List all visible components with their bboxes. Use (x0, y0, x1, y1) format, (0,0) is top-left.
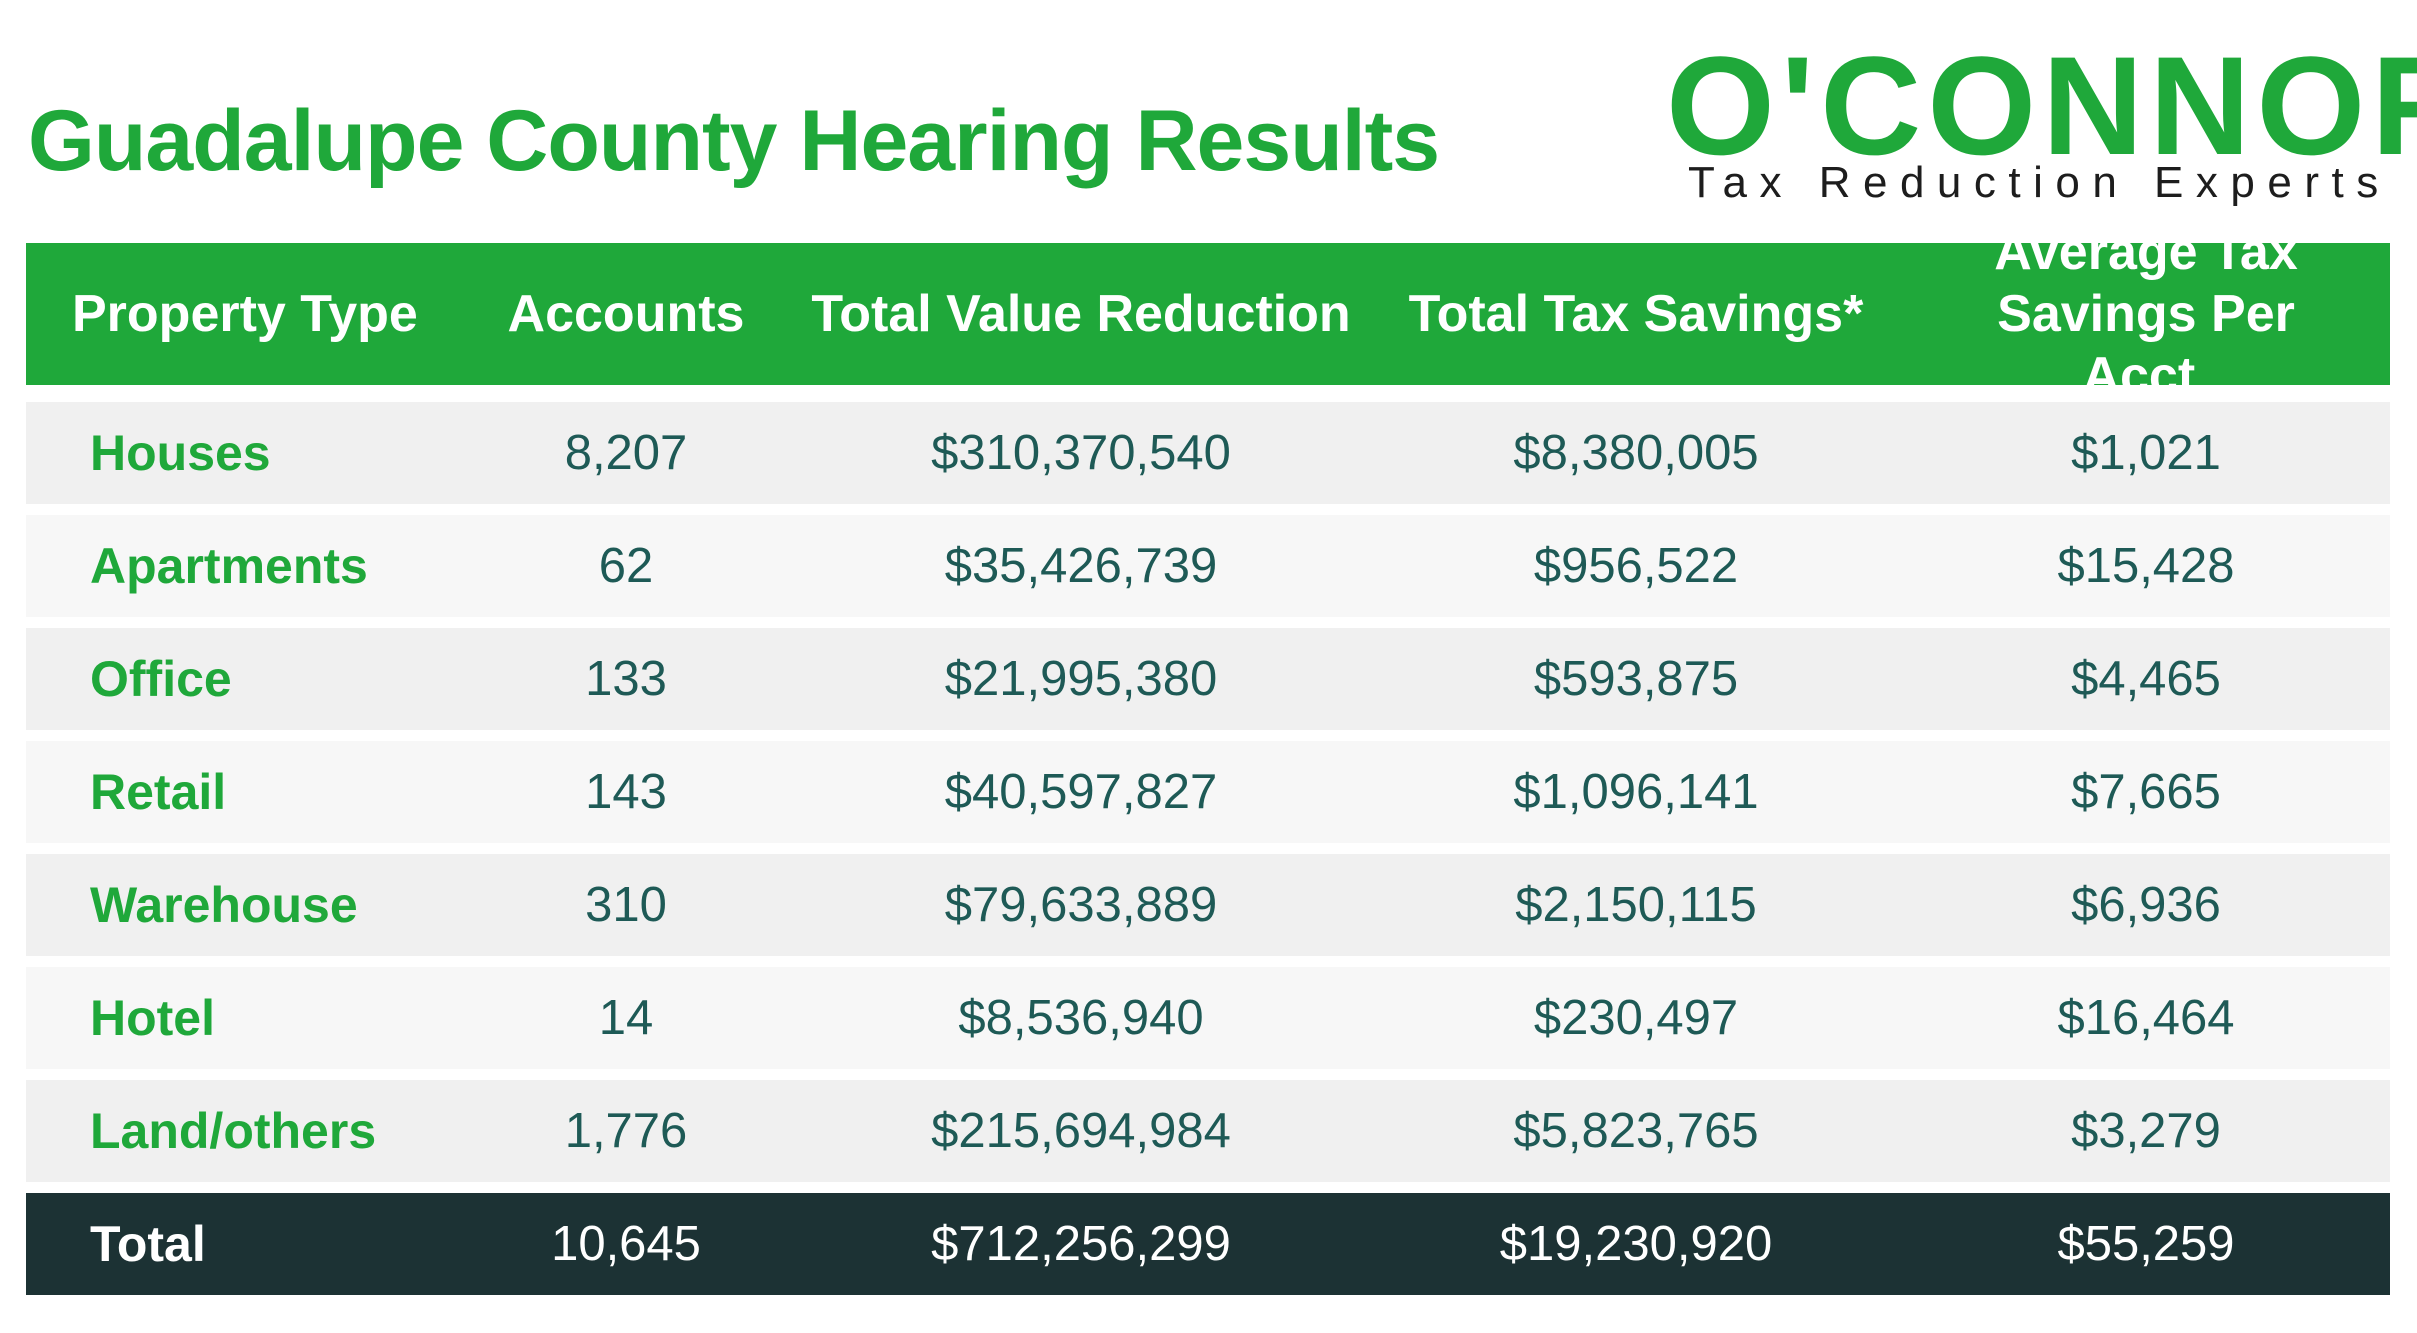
property-type-cell: Apartments (90, 538, 368, 594)
oconnor-logo: O'CONNOR Tax Reduction Experts (1666, 36, 2417, 216)
value-reduction-cell: $79,633,889 (944, 878, 1218, 932)
total-tax-savings-cell: $19,230,920 (1499, 1217, 1773, 1271)
total-accounts-cell: 10,645 (551, 1217, 701, 1271)
accounts-cell: 14 (598, 991, 654, 1045)
table-row: Land/others 1,776 $215,694,984 $5,823,76… (26, 1080, 2390, 1182)
header-average-tax-savings-label: Average Tax Savings Per Acct. (1994, 223, 2298, 405)
header-total-value-reduction: Total Value Reduction (811, 285, 1351, 343)
accounts-cell: 143 (585, 765, 667, 819)
accounts-cell: 310 (585, 878, 667, 932)
value-reduction-cell: $8,536,940 (958, 991, 1204, 1045)
header-average-tax-savings: Average Tax Savings Per Acct. (1906, 223, 2386, 405)
avg-savings-cell: $6,936 (2071, 878, 2221, 932)
value-reduction-cell: $35,426,739 (944, 539, 1218, 593)
table-row: Hotel 14 $8,536,940 $230,497 $16,464 (26, 967, 2390, 1069)
avg-savings-cell: $1,021 (2071, 426, 2221, 480)
logo-wordmark: O'CONNOR (1666, 27, 2417, 184)
property-type-cell: Warehouse (90, 877, 358, 933)
tax-savings-cell: $1,096,141 (1513, 765, 1759, 819)
header-total-tax-savings: Total Tax Savings* (1408, 285, 1864, 343)
property-type-cell: Hotel (90, 990, 215, 1046)
accounts-cell: 1,776 (564, 1104, 688, 1158)
value-reduction-cell: $215,694,984 (931, 1104, 1231, 1158)
accounts-cell: 8,207 (564, 426, 688, 480)
table-total-row: Total 10,645 $712,256,299 $19,230,920 $5… (26, 1193, 2390, 1295)
table-row: Warehouse 310 $79,633,889 $2,150,115 $6,… (26, 854, 2390, 956)
total-label-cell: Total (90, 1216, 206, 1272)
property-type-cell: Houses (90, 425, 271, 481)
tax-savings-cell: $8,380,005 (1513, 426, 1759, 480)
tax-savings-cell: $956,522 (1533, 539, 1739, 593)
tax-savings-cell: $230,497 (1533, 991, 1739, 1045)
table-header-row: Property Type Accounts Total Value Reduc… (26, 223, 2390, 405)
avg-savings-cell: $3,279 (2071, 1104, 2221, 1158)
avg-savings-cell: $16,464 (2057, 991, 2235, 1045)
logo-tagline: Tax Reduction Experts (1688, 158, 2391, 207)
accounts-cell: 62 (598, 539, 654, 593)
property-type-cell: Office (90, 651, 232, 707)
accounts-cell: 133 (585, 652, 667, 706)
table-row: Retail 143 $40,597,827 $1,096,141 $7,665 (26, 741, 2390, 843)
table-row: Houses 8,207 $310,370,540 $8,380,005 $1,… (26, 402, 2390, 504)
table-row: Office 133 $21,995,380 $593,875 $4,465 (26, 628, 2390, 730)
value-reduction-cell: $310,370,540 (931, 426, 1231, 480)
avg-savings-cell: $15,428 (2057, 539, 2235, 593)
total-value-reduction-cell: $712,256,299 (931, 1217, 1231, 1271)
table-row: Apartments 62 $35,426,739 $956,522 $15,4… (26, 515, 2390, 617)
tax-savings-cell: $2,150,115 (1515, 878, 1757, 932)
value-reduction-cell: $40,597,827 (944, 765, 1218, 819)
page-title: Guadalupe County Hearing Results (28, 93, 1440, 189)
tax-savings-cell: $593,875 (1533, 652, 1739, 706)
hearing-results-table: Property Type Accounts Total Value Reduc… (26, 223, 2390, 1295)
value-reduction-cell: $21,995,380 (944, 652, 1218, 706)
avg-savings-cell: $7,665 (2071, 765, 2221, 819)
property-type-cell: Land/others (90, 1103, 377, 1159)
total-avg-savings-cell: $55,259 (2057, 1217, 2235, 1271)
property-type-cell: Retail (90, 764, 227, 820)
avg-savings-cell: $4,465 (2071, 652, 2221, 706)
tax-savings-cell: $5,823,765 (1513, 1104, 1759, 1158)
header-property-type: Property Type (72, 285, 418, 343)
header-accounts: Accounts (507, 285, 745, 343)
